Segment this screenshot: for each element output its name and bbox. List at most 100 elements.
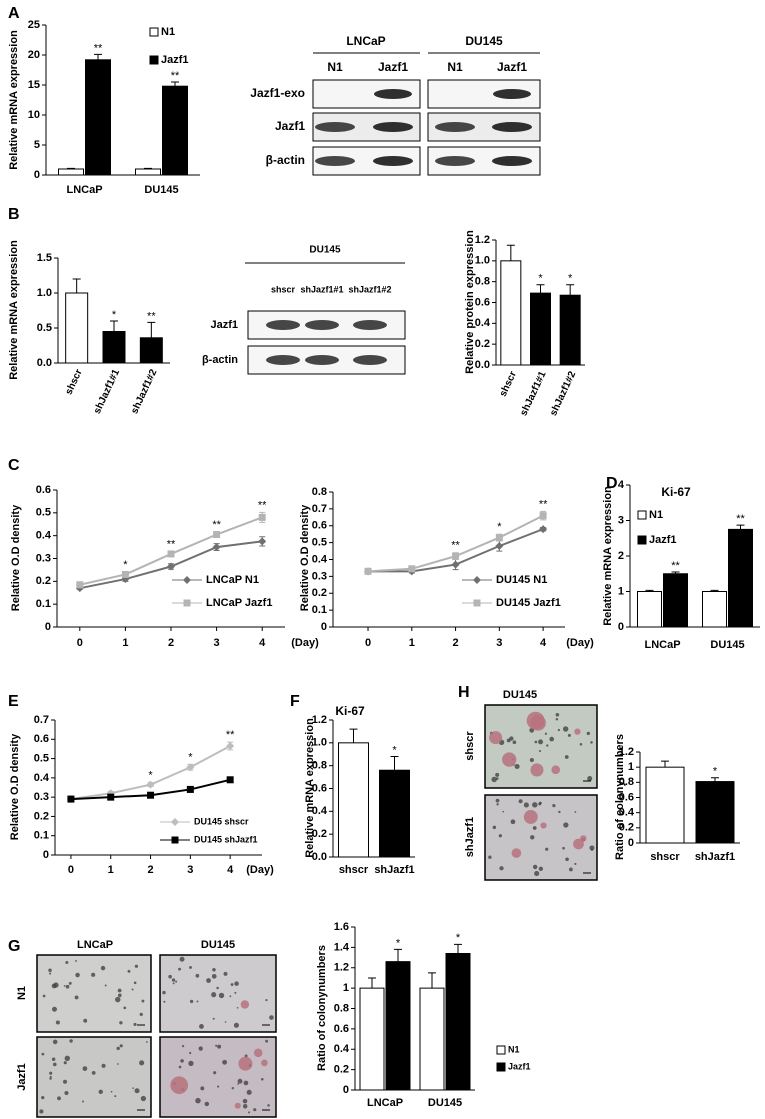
colony xyxy=(496,777,499,780)
colony xyxy=(518,799,523,804)
significance: * xyxy=(123,559,128,571)
colony xyxy=(492,825,497,830)
blot-band xyxy=(266,355,300,365)
row-label: Jazf1-exo xyxy=(250,86,305,100)
colony xyxy=(189,1051,192,1055)
colony xyxy=(119,1021,123,1025)
x-tick-label: shJazf1#2 xyxy=(129,367,159,415)
significance: ** xyxy=(258,499,267,511)
colony xyxy=(49,1075,52,1078)
significance: * xyxy=(392,744,397,756)
colony xyxy=(248,1111,251,1114)
micrograph xyxy=(36,954,152,1033)
significance: ** xyxy=(94,42,103,54)
colony xyxy=(64,1055,70,1062)
colony xyxy=(545,847,549,851)
colony xyxy=(163,1000,166,1003)
y-tick-label: 3 xyxy=(618,514,624,526)
legend-label: N1 xyxy=(161,26,175,38)
colony xyxy=(162,990,166,995)
colony xyxy=(117,988,122,993)
y-tick-label: 1.2 xyxy=(619,746,634,758)
colony xyxy=(590,848,594,851)
colony xyxy=(538,750,542,753)
colony xyxy=(52,1062,57,1067)
colony xyxy=(63,1079,68,1084)
colony xyxy=(199,1024,204,1029)
row-label: β-actin xyxy=(202,354,238,366)
column-label: DU145 xyxy=(201,939,235,951)
y-tick-label: 10 xyxy=(28,109,40,121)
panel-letter: G xyxy=(8,938,20,955)
colony xyxy=(237,1078,243,1084)
colony xyxy=(574,862,577,866)
blot-band xyxy=(305,320,339,330)
colony xyxy=(498,834,502,838)
error-bar xyxy=(566,284,575,296)
colony xyxy=(511,848,522,858)
legend-marker xyxy=(183,599,191,607)
marker xyxy=(146,780,155,789)
y-axis-label: Ratio of colonynumbers xyxy=(316,945,328,1071)
colony xyxy=(587,775,593,782)
colony xyxy=(530,715,546,731)
bar xyxy=(162,85,188,176)
y-tick-label: 0.8 xyxy=(475,276,490,288)
colony xyxy=(116,1063,119,1065)
bar xyxy=(500,260,522,366)
bar xyxy=(419,987,445,1091)
lane-label: shJazf1#2 xyxy=(348,284,391,294)
y-tick-label: 1.0 xyxy=(37,287,52,299)
blot-band xyxy=(493,89,531,99)
colony xyxy=(218,992,225,999)
colony xyxy=(573,838,584,850)
colony xyxy=(574,728,581,735)
panel-letter: D xyxy=(606,475,618,492)
significance: ** xyxy=(226,729,235,741)
bar xyxy=(637,591,662,628)
panel-letter: C xyxy=(8,457,20,474)
marker xyxy=(186,763,195,772)
row-label: shscr xyxy=(464,731,476,761)
y-axis-label: Relative mRNA expression xyxy=(8,30,20,170)
marker xyxy=(495,534,503,542)
marker xyxy=(107,793,115,801)
x-tick-label: 4 xyxy=(540,637,547,649)
colony xyxy=(195,1097,201,1104)
y-tick-label: 0.4 xyxy=(34,772,50,784)
bar xyxy=(530,292,551,366)
colony xyxy=(115,996,121,1003)
significance: * xyxy=(396,937,401,949)
x-tick-label: shscr xyxy=(64,368,85,397)
colony xyxy=(178,1065,182,1069)
colony xyxy=(101,1063,106,1068)
y-tick-label: 1.2 xyxy=(312,714,327,726)
row-label: shJazf1 xyxy=(464,817,476,857)
colony xyxy=(211,992,217,998)
lane-label: shscr xyxy=(271,284,296,294)
marker xyxy=(76,581,84,589)
colony xyxy=(546,744,549,747)
y-tick-label: 0.4 xyxy=(312,553,328,565)
error-bar xyxy=(147,321,156,338)
colony xyxy=(64,1090,69,1096)
x-tick-label: DU145 xyxy=(428,1097,462,1109)
y-tick-label: 0.2 xyxy=(312,828,327,840)
legend-label: Jazf1 xyxy=(649,534,677,546)
y-tick-label: 0.4 xyxy=(36,530,52,542)
colony xyxy=(242,1098,248,1104)
blot-band xyxy=(373,122,413,132)
marker xyxy=(539,525,548,534)
colony xyxy=(82,1100,85,1103)
colony xyxy=(495,798,500,803)
y-tick-label: 0 xyxy=(34,169,40,181)
y-tick-label: 0 xyxy=(45,621,51,633)
x-tick-label: shJazf1 xyxy=(695,851,735,863)
colony xyxy=(558,810,561,814)
column-label: LNCaP xyxy=(77,939,113,951)
panel-letter: E xyxy=(8,693,19,710)
x-tick-label: LNCaP xyxy=(644,639,680,651)
y-tick-label: 0.6 xyxy=(475,296,490,308)
error-bar xyxy=(711,777,719,782)
